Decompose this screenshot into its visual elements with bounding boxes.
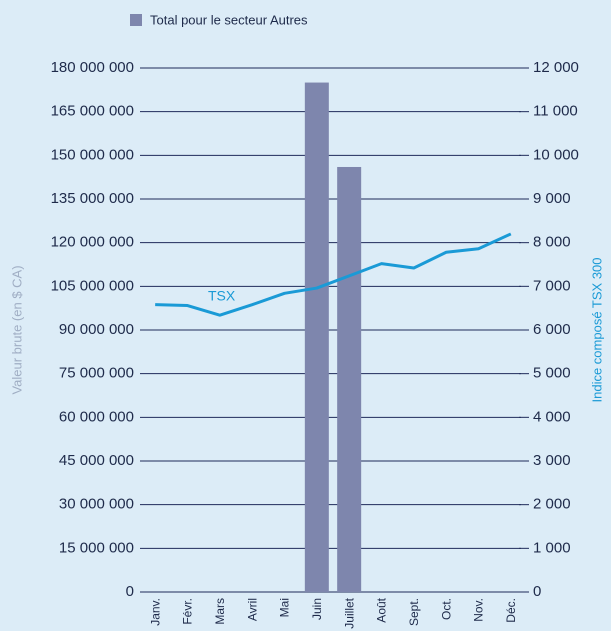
y-axis-title: Valeur brute (en $ CA) (9, 265, 24, 394)
x-tick-label: Sept. (407, 598, 421, 626)
x-tick-label: Août (375, 597, 389, 622)
y-tick-label: 120 000 000 (51, 234, 134, 251)
y-tick-label: 15 000 000 (59, 539, 134, 556)
legend-label: Total pour le secteur Autres (150, 12, 308, 27)
annotation: TSX (208, 288, 236, 304)
x-tick-label: Nov. (472, 598, 486, 622)
y-tick-label: 60 000 000 (59, 408, 134, 425)
y-tick-label: 75 000 000 (59, 365, 134, 382)
y2-tick-label: 5 000 (533, 365, 571, 382)
y-tick-label: 165 000 000 (51, 103, 134, 120)
y2-tick-label: 0 (533, 583, 541, 600)
legend-swatch (130, 14, 142, 26)
y2-tick-label: 3 000 (533, 452, 571, 469)
y-tick-label: 0 (126, 583, 134, 600)
y-tick-label: 105 000 000 (51, 277, 134, 294)
x-tick-label: Déc. (504, 598, 518, 623)
x-tick-label: Oct. (439, 598, 453, 620)
y2-axis-title: Indice composé TSX 300 (589, 257, 604, 402)
y2-tick-label: 10 000 (533, 146, 579, 163)
y-tick-label: 90 000 000 (59, 321, 134, 338)
x-tick-label: Mars (213, 598, 227, 625)
bar (337, 166, 362, 592)
y2-tick-label: 7 000 (533, 277, 571, 294)
x-tick-label: Avril (245, 598, 259, 621)
x-tick-label: Juillet (342, 597, 356, 628)
y-tick-label: 180 000 000 (51, 59, 134, 76)
x-tick-label: Juin (310, 598, 324, 620)
bar (304, 82, 329, 593)
y-tick-label: 45 000 000 (59, 452, 134, 469)
y2-tick-label: 2 000 (533, 496, 571, 513)
y2-tick-label: 6 000 (533, 321, 571, 338)
line (155, 232, 512, 317)
y2-tick-label: 4 000 (533, 408, 571, 425)
x-tick-label: Févr. (181, 598, 195, 625)
y-tick-label: 135 000 000 (51, 190, 134, 207)
x-tick-label: Janv. (148, 598, 162, 626)
y-tick-label: 30 000 000 (59, 496, 134, 513)
y2-tick-label: 1 000 (533, 539, 571, 556)
x-tick-label: Mai (278, 598, 292, 617)
y-tick-label: 150 000 000 (51, 146, 134, 163)
y2-tick-label: 12 000 (533, 59, 579, 76)
y2-tick-label: 9 000 (533, 190, 571, 207)
y2-tick-label: 8 000 (533, 234, 571, 251)
y2-tick-label: 11 000 (533, 103, 578, 120)
